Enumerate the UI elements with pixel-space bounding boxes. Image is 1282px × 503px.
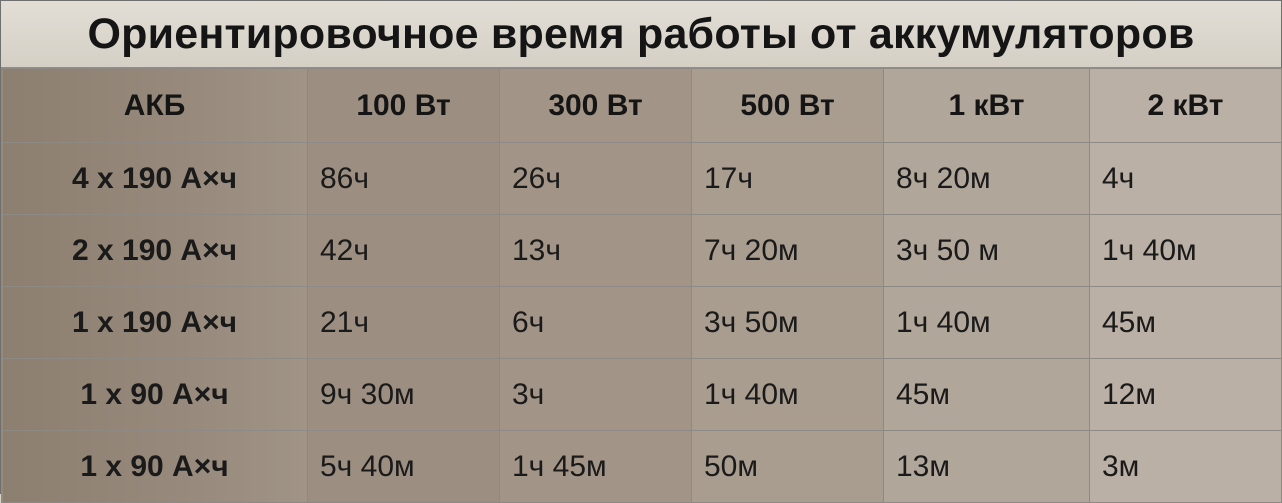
runtime-cell: 3ч 50м [691, 286, 884, 359]
runtime-cell: 9ч 30м [307, 358, 500, 431]
runtime-cell: 3ч 50 м [883, 214, 1090, 287]
table-row: 1 х 190 А×ч 21ч 6ч 3ч 50м 1ч 40м 45м [1, 286, 1282, 359]
runtime-cell: 1ч 40м [691, 358, 884, 431]
runtime-cell: 21ч [307, 286, 500, 359]
runtime-cell: 4ч [1089, 142, 1282, 215]
runtime-cell: 45м [883, 358, 1090, 431]
battery-config-cell: 1 х 190 А×ч [1, 286, 308, 359]
table-row: 4 х 190 А×ч 86ч 26ч 17ч 8ч 20м 4ч [1, 142, 1282, 215]
battery-config-cell: 1 х 90 А×ч [1, 430, 308, 503]
table-row: 1 х 90 А×ч 9ч 30м 3ч 1ч 40м 45м 12м [1, 358, 1282, 431]
runtime-cell: 17ч [691, 142, 884, 215]
column-header-battery: АКБ [1, 68, 308, 143]
runtime-cell: 6ч [499, 286, 692, 359]
table-header-row: АКБ 100 Вт 300 Вт 500 Вт 1 кВт 2 кВт [1, 68, 1282, 143]
page-title: Ориентировочное время работы от аккумуля… [1, 1, 1281, 68]
table-row: 1 х 90 А×ч 5ч 40м 1ч 45м 50м 13м 3м [1, 430, 1282, 503]
runtime-cell: 1ч 40м [1089, 214, 1282, 287]
runtime-cell: 26ч [499, 142, 692, 215]
column-header-500w: 500 Вт [691, 68, 884, 143]
runtime-cell: 50м [691, 430, 884, 503]
runtime-cell: 3ч [499, 358, 692, 431]
runtime-cell: 42ч [307, 214, 500, 287]
runtime-cell: 13ч [499, 214, 692, 287]
column-header-100w: 100 Вт [307, 68, 500, 143]
runtime-cell: 86ч [307, 142, 500, 215]
runtime-table: АКБ 100 Вт 300 Вт 500 Вт 1 кВт 2 кВт 4 х… [1, 68, 1282, 503]
battery-config-cell: 4 х 190 А×ч [1, 142, 308, 215]
table-row: 2 х 190 А×ч 42ч 13ч 7ч 20м 3ч 50 м 1ч 40… [1, 214, 1282, 287]
runtime-cell: 1ч 40м [883, 286, 1090, 359]
battery-config-cell: 1 х 90 А×ч [1, 358, 308, 431]
runtime-cell: 7ч 20м [691, 214, 884, 287]
runtime-cell: 8ч 20м [883, 142, 1090, 215]
runtime-cell: 12м [1089, 358, 1282, 431]
runtime-cell: 3м [1089, 430, 1282, 503]
runtime-cell: 45м [1089, 286, 1282, 359]
column-header-300w: 300 Вт [499, 68, 692, 143]
battery-config-cell: 2 х 190 А×ч [1, 214, 308, 287]
column-header-1kw: 1 кВт [883, 68, 1090, 143]
column-header-2kw: 2 кВт [1089, 68, 1282, 143]
runtime-cell: 13м [883, 430, 1090, 503]
runtime-cell: 1ч 45м [499, 430, 692, 503]
runtime-cell: 5ч 40м [307, 430, 500, 503]
